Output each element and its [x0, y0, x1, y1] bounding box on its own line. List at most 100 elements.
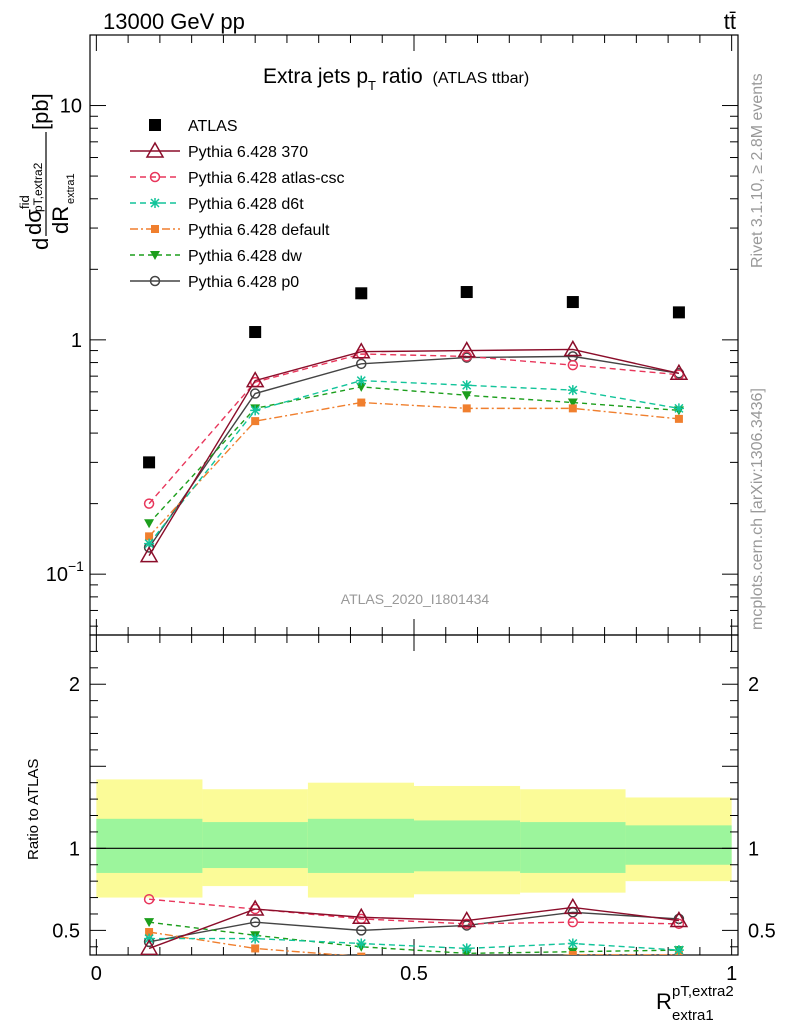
ratio-point-p370 — [563, 897, 583, 915]
ratio-point-atlas_csc — [567, 916, 579, 928]
main-y-tick-label: 10 — [46, 564, 68, 586]
legend-label-dw: Pythia 6.428 dw — [188, 248, 302, 265]
point-atlas — [143, 456, 156, 469]
ratio-point-p0 — [249, 916, 261, 928]
band-inner-bin — [202, 822, 308, 869]
chart-title-note: (ATLAS ttbar) — [433, 70, 530, 87]
point-atlas — [672, 306, 685, 319]
ratio-point-p370 — [669, 911, 689, 928]
x-tick-label: 0.5 — [400, 963, 428, 985]
main-y-tick-exponent: −1 — [68, 558, 84, 574]
series-line-p370 — [148, 348, 680, 556]
ratio-y-axis-label: Ratio to ATLAS — [25, 759, 42, 860]
main-y-tick-label: 10 — [60, 96, 82, 118]
ratio-bands — [90, 779, 738, 898]
chart-title: Extra jets pT ratio (ATLAS ttbar) — [263, 65, 529, 93]
point-dw — [144, 519, 155, 529]
legend-marker-atlas — [149, 119, 161, 131]
point-d6t — [673, 403, 684, 414]
ratio-y-tick-label: 0.5 — [52, 920, 80, 942]
point-p370 — [563, 339, 583, 357]
legend-marker-p370 — [145, 141, 165, 158]
point-dw — [567, 398, 578, 408]
point-d6t — [567, 385, 578, 396]
ratio-point-d6t — [673, 945, 684, 955]
point-p0 — [249, 388, 261, 399]
ratio-point-default — [357, 952, 366, 955]
ratio-point-default — [463, 956, 471, 964]
main-y-axis-label: d dσ fid pT,extra2 dR extra1 [pb] — [17, 93, 77, 250]
mcplots-label: mcplots.cern.ch [arXiv:1306.3436] — [749, 388, 766, 630]
legend-marker-default — [151, 225, 159, 233]
band-inner-bin — [307, 818, 414, 873]
ratio-point-d6t — [144, 933, 155, 944]
point-default — [568, 404, 577, 413]
point-default — [251, 417, 260, 426]
ratio-y-tick-label-right: 0.5 — [748, 920, 776, 942]
ratio-point-p370 — [457, 911, 477, 928]
chart-title-main: Extra jets p — [263, 65, 368, 88]
rivet-label: Rivet 3.1.10, ≥ 2.8M events — [749, 73, 766, 268]
point-default — [357, 398, 366, 407]
x-axis-label-main: R — [656, 989, 672, 1014]
point-d6t — [461, 380, 472, 391]
ratio-y-tick-label: 1 — [69, 838, 80, 860]
point-p370 — [669, 363, 689, 381]
ratio-line-p0 — [148, 911, 679, 943]
legend-marker-d6t — [150, 198, 160, 208]
svg-text:fid: fid — [17, 195, 32, 209]
ratio-point-p370 — [245, 899, 265, 916]
legend-marker-dw — [150, 251, 160, 260]
legend: ATLAS Pythia 6.428 370 Pythia 6.428 atlas-… — [130, 118, 345, 291]
process-label: tt̄ — [724, 9, 736, 34]
point-default — [674, 414, 683, 423]
main-y-tick-label: 1 — [71, 330, 82, 352]
svg-text:dσ: dσ — [21, 209, 46, 235]
series-line-atlas_csc — [148, 353, 679, 505]
ratio-point-atlas_csc — [673, 918, 685, 930]
legend-label-atlas_csc: Pythia 6.428 atlas-csc — [188, 170, 345, 187]
ratio-point-p370 — [351, 907, 371, 925]
energy-label: 13000 GeV pp — [103, 9, 245, 34]
point-atlas_csc — [143, 498, 155, 509]
svg-text:extra1: extra1 — [65, 173, 77, 204]
legend-marker-atlas_csc — [149, 171, 161, 183]
point-dw — [356, 382, 367, 392]
ratio-y-tick-label-right: 2 — [748, 674, 759, 696]
legend-label-p370: Pythia 6.428 370 — [188, 144, 308, 161]
ratio-line-p370 — [148, 906, 680, 950]
point-d6t — [356, 375, 367, 386]
point-d6t — [144, 538, 155, 549]
ratio-y-tick-label: 2 — [69, 674, 80, 696]
series-line-dw — [148, 386, 679, 524]
svg-text:dR: dR — [48, 206, 73, 234]
ratio-point-default — [568, 951, 577, 955]
series-line-p0 — [148, 355, 680, 548]
x-tick-label: 1 — [726, 963, 737, 985]
point-p370 — [245, 371, 265, 388]
legend-label-default: Pythia 6.428 default — [188, 222, 330, 239]
ratio-point-d6t — [461, 943, 472, 954]
band-inner-bin — [625, 825, 732, 865]
point-d6t — [250, 405, 261, 416]
ratio-point-atlas_csc — [461, 918, 472, 930]
ratio-series-group — [139, 893, 689, 964]
ratio-line-d6t — [149, 937, 679, 951]
main-y-unit: [pb] — [28, 93, 53, 130]
series-line-default — [148, 401, 679, 537]
point-dw — [461, 391, 472, 401]
x-axis-label-sub: extra1 — [672, 1007, 714, 1024]
ratio-line-dw — [148, 921, 679, 955]
point-p370 — [351, 342, 371, 359]
chart-title-sub: T — [368, 78, 376, 93]
ratio-point-p0 — [356, 925, 367, 936]
ratio-point-default — [145, 928, 154, 937]
x-axis-label: R pT,extra2 extra1 — [656, 983, 734, 1024]
legend-marker-p0 — [149, 275, 161, 287]
point-atlas — [249, 326, 262, 339]
ratio-point-dw — [144, 918, 155, 928]
point-atlas_csc — [356, 348, 367, 360]
ratio-point-default — [251, 944, 260, 953]
point-p0 — [356, 358, 367, 370]
